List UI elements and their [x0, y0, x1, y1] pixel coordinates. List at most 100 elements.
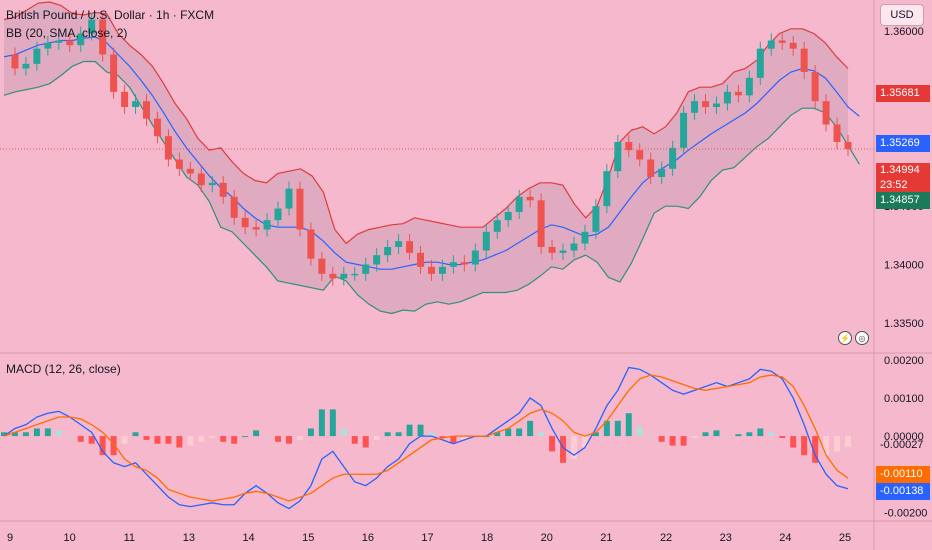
candle-body — [296, 188, 304, 230]
macd-histogram-bar — [768, 432, 775, 437]
candle-body — [614, 142, 622, 172]
candle-body — [822, 101, 830, 125]
macd-tick-label: -0.00200 — [884, 507, 927, 519]
candle-body — [658, 168, 666, 177]
candle-body — [77, 33, 85, 46]
candle-body — [756, 48, 764, 78]
macd-histogram-bar — [625, 413, 632, 437]
macd-histogram-bar — [362, 436, 369, 448]
macd-histogram-bar — [44, 428, 51, 437]
macd-histogram-bar — [198, 436, 205, 442]
macd-histogram-bar — [570, 436, 577, 459]
macd-histogram-bar — [55, 430, 62, 437]
upper-band-label: 1.35681 — [876, 85, 930, 102]
macd-histogram-bar — [406, 424, 413, 437]
candle-body — [252, 227, 260, 230]
globe-icon[interactable]: ◎ — [855, 331, 869, 345]
candle-body — [526, 196, 534, 201]
macd-histogram-bar — [494, 432, 501, 437]
chart-tools: ⚡ ◎ — [838, 331, 869, 345]
candle-body — [121, 91, 129, 107]
candle-body — [691, 101, 699, 113]
candle-body — [395, 241, 403, 247]
time-tick-label: 13 — [183, 532, 195, 544]
candle-body — [274, 208, 282, 221]
candle-body — [548, 247, 556, 253]
candle-body — [537, 200, 545, 247]
bollinger-fill — [4, 2, 848, 314]
bollinger-legend[interactable]: BB (20, SMA, close, 2) — [6, 26, 128, 40]
macd-histogram-bar — [373, 436, 380, 440]
candle-body — [712, 103, 720, 107]
candle-body — [142, 101, 150, 119]
candle-body — [132, 101, 140, 107]
macd-histogram-bar — [658, 436, 665, 442]
macd-histogram-bar — [581, 436, 588, 448]
candle-body — [329, 273, 337, 279]
candle-body — [219, 182, 227, 197]
macd-tick-label: 0.00200 — [884, 355, 924, 367]
symbol-title[interactable]: British Pound / U.S. Dollar · 1h · FXCM — [6, 8, 215, 22]
macd-histogram-bar — [1, 432, 7, 437]
candle-body — [340, 273, 348, 279]
macd-histogram-bar — [724, 436, 731, 438]
macd-histogram-bar — [187, 436, 194, 446]
macd-histogram-bar — [527, 420, 534, 437]
macd-histogram-bar — [275, 436, 282, 442]
time-tick-label: 20 — [541, 532, 553, 544]
macd-histogram-bar — [132, 432, 139, 437]
candle-body — [482, 231, 490, 251]
candle-body — [22, 63, 30, 69]
candle-body — [800, 48, 808, 72]
candle-body — [581, 231, 589, 244]
lightning-icon[interactable]: ⚡ — [838, 331, 852, 345]
candle-body — [55, 40, 63, 43]
macd-histogram-bar — [231, 436, 238, 444]
macd-histogram-bar — [121, 436, 128, 444]
candle-body — [603, 171, 611, 207]
time-tick-label: 24 — [779, 532, 791, 544]
macd-histogram-bar — [66, 436, 73, 438]
candle-body — [702, 101, 710, 107]
macd-histogram-bar — [560, 436, 567, 463]
macd-histogram-bar — [834, 436, 841, 452]
time-tick-label: 15 — [302, 532, 314, 544]
candle-body — [811, 72, 819, 102]
macd-histogram-bar — [329, 409, 336, 437]
macd-histogram-bar — [516, 428, 523, 437]
macd-histogram-bar — [253, 430, 260, 437]
candle-body — [263, 220, 271, 230]
candle-body — [241, 217, 249, 228]
candle-body — [493, 220, 501, 232]
macd-histogram-bar — [143, 436, 150, 440]
macd-line — [3, 366, 849, 510]
macd-histogram-bar — [549, 436, 556, 452]
macd-histogram-bar — [538, 432, 545, 437]
lower-band-label: 1.34857 — [876, 192, 930, 209]
candle-body — [208, 182, 216, 186]
candle-body — [647, 159, 655, 177]
time-tick-label: 17 — [421, 532, 433, 544]
macd-legend[interactable]: MACD (12, 26, close) — [6, 362, 121, 376]
candle-body — [153, 118, 161, 137]
last-price-value: 1.34994 — [880, 164, 920, 176]
currency-button[interactable]: USD — [880, 4, 924, 26]
candle-body — [164, 136, 172, 160]
macd-histogram-bar — [680, 436, 687, 446]
candle-body — [44, 42, 52, 49]
middle-band-label: 1.35269 — [876, 135, 930, 152]
candle-body — [778, 40, 786, 43]
candle-body — [789, 42, 797, 49]
last-price-label: 1.34994 23:52 — [876, 163, 930, 193]
candle-body — [427, 266, 435, 274]
macd-histogram-bar — [220, 436, 227, 442]
candle-body — [285, 188, 293, 209]
candle-body — [186, 168, 194, 174]
time-tick-label: 9 — [7, 532, 13, 544]
macd-histogram-bar — [845, 436, 851, 447]
macd-histogram-bar — [439, 436, 446, 438]
macd-tick-label: 0.00000 — [884, 431, 924, 443]
candle-body — [745, 77, 753, 96]
candle-body — [844, 142, 852, 149]
